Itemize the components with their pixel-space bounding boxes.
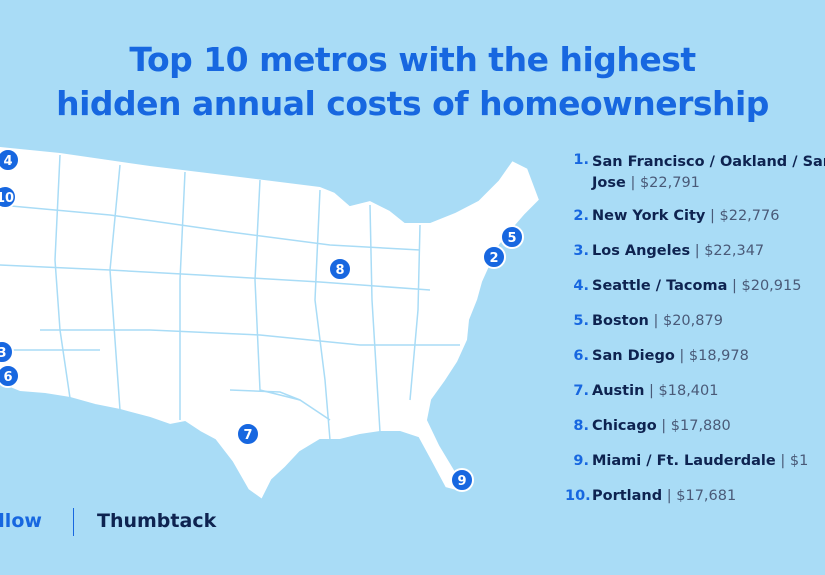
rank: 6. <box>573 348 589 364</box>
rank: 8. <box>573 418 589 434</box>
item-body: Los Angeles | $22,347 <box>592 243 764 259</box>
cost: $22,776 <box>719 208 780 224</box>
rank: 3. <box>573 243 589 259</box>
list-item: 8. Chicago | $17,880 <box>565 418 731 434</box>
cost: $1 <box>789 453 809 469</box>
separator: | <box>653 313 659 329</box>
list-item: 4. Seattle / Tacoma | $20,915 <box>565 278 801 294</box>
list-item: 9. Miami / Ft. Lauderdale | $1 <box>565 453 808 469</box>
us-outline <box>0 144 542 502</box>
marker <box>0 185 17 209</box>
state-lines <box>0 154 460 441</box>
metro-name: Boston <box>592 313 649 329</box>
marker-label: 7 <box>243 428 252 443</box>
list-item: 6. San Diego | $18,978 <box>565 348 749 364</box>
separator: | <box>710 208 715 224</box>
separator: | <box>649 383 654 399</box>
metro-name: Portland <box>592 488 663 504</box>
metro-name: New York City <box>592 208 706 224</box>
marker <box>0 364 20 388</box>
marker <box>328 257 352 281</box>
item-body: Austin | $18,401 <box>592 383 718 399</box>
separator: | <box>679 348 685 364</box>
list-item: 1. San Francisco / Oakland / San Jose | $… <box>565 152 825 194</box>
marker <box>450 468 474 492</box>
marker-label: 2 <box>489 251 498 266</box>
cost: $22,791 <box>639 175 700 191</box>
metro-name: Seattle / Tacoma <box>592 278 728 294</box>
list-item: 5. Boston | $20,879 <box>565 313 723 329</box>
separator: | <box>732 278 737 294</box>
item-body: San Diego | $18,978 <box>592 348 749 364</box>
separator: | <box>780 453 786 469</box>
rank: 4. <box>573 278 589 294</box>
item-body: Portland | $17,681 <box>592 488 736 504</box>
cost: $17,880 <box>670 418 731 434</box>
title-line: hidden annual costs of homeownership <box>56 84 769 123</box>
item-body: Seattle / Tacoma | $20,915 <box>592 278 801 294</box>
metro-name: San Diego <box>592 348 675 364</box>
title-line: Top 10 metros with the highest <box>129 40 696 79</box>
logo-divider <box>73 508 74 536</box>
rank: 9. <box>573 453 589 469</box>
rank: 7. <box>573 383 589 399</box>
thumbtack-logo: Thumbtack <box>97 510 217 532</box>
cost: $22,347 <box>704 243 765 259</box>
separator: | <box>666 488 672 504</box>
marker-label: 6 <box>3 370 12 385</box>
metro-name: San Francisco / Oakland / San Jose <box>592 154 825 191</box>
separator: | <box>694 243 700 259</box>
marker <box>500 225 524 249</box>
zillow-logo: Zillow <box>0 510 42 532</box>
metro-name: Austin <box>592 383 645 399</box>
cost: $20,915 <box>741 278 802 294</box>
metro-name: Miami / Ft. Lauderdale <box>592 453 776 469</box>
list-item: 3. Los Angeles | $22,347 <box>565 243 764 259</box>
rank: 2. <box>573 208 589 224</box>
marker-label: 4 <box>3 154 12 169</box>
list-item: 10.Portland | $17,681 <box>565 488 736 504</box>
list-item: 2. New York City | $22,776 <box>565 208 779 224</box>
cost: $18,978 <box>688 348 749 364</box>
rank: 10. <box>565 488 591 504</box>
metro-name: Los Angeles <box>592 243 691 259</box>
marker-label: 5 <box>507 231 516 246</box>
rank: 1. <box>573 152 589 168</box>
cost: $18,401 <box>658 383 719 399</box>
cost: $17,681 <box>676 488 737 504</box>
marker-label: 10 <box>0 191 14 206</box>
rank: 5. <box>573 313 589 329</box>
item-body: Boston | $20,879 <box>592 313 723 329</box>
item-body: San Francisco / Oakland / San Jose | $22… <box>592 152 825 194</box>
metro-name: Chicago <box>592 418 657 434</box>
marker <box>482 245 506 269</box>
marker <box>0 340 14 364</box>
list-item: 7. Austin | $18,401 <box>565 383 718 399</box>
marker-label: 3 <box>0 346 7 361</box>
marker <box>236 422 260 446</box>
marker <box>0 148 20 172</box>
item-body: Miami / Ft. Lauderdale | $1 <box>592 453 808 469</box>
item-body: Chicago | $17,880 <box>592 418 731 434</box>
separator: | <box>661 418 667 434</box>
item-body: New York City | $22,776 <box>592 208 779 224</box>
marker-label: 8 <box>335 263 344 278</box>
marker-label: 9 <box>457 474 466 489</box>
separator: | <box>630 175 636 191</box>
cost: $20,879 <box>662 313 723 329</box>
us-map: 4 10 52 8 3 6 7 9 <box>0 144 542 502</box>
